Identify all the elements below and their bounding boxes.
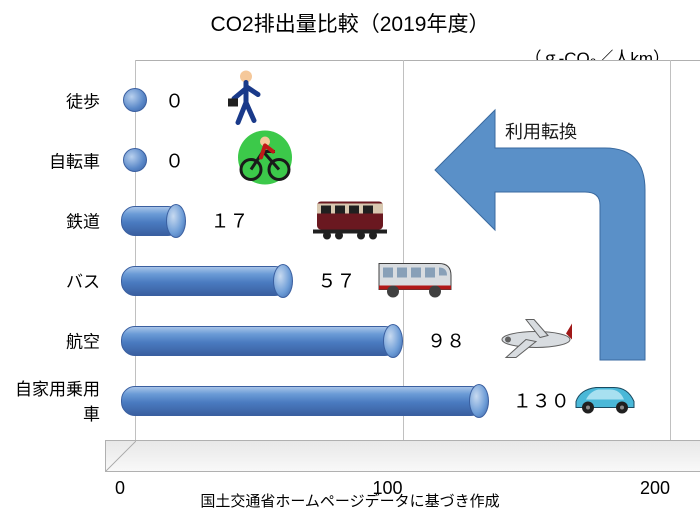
bus-icon (375, 256, 455, 305)
bar-pedestrian (123, 88, 147, 112)
value-label: ０ (165, 87, 184, 114)
bar-bicycle (123, 148, 147, 172)
value-label: １３０ (513, 387, 570, 414)
gridline (135, 60, 136, 440)
car-icon (570, 378, 640, 423)
chart-area: 0100200 ００ １７ ５７ ９８ １３０ (105, 70, 670, 470)
chart-floor (105, 440, 700, 472)
bicycle-icon (233, 130, 297, 191)
value-label: ５７ (317, 267, 355, 294)
pedestrian-icon (224, 69, 266, 132)
value-label: ９８ (427, 327, 465, 354)
value-label: １７ (210, 207, 248, 234)
category-label: 自家用乗用車 (0, 375, 100, 425)
airplane-icon (496, 314, 574, 367)
category-label: 自転車 (0, 148, 100, 173)
bar-bus (121, 266, 287, 294)
bar-airplane (121, 326, 397, 354)
gridline (670, 60, 671, 440)
value-label: ０ (165, 147, 184, 174)
gridline (403, 60, 404, 440)
train-icon (311, 194, 389, 247)
arrow-label: 利用転換 (505, 118, 577, 144)
category-label: 鉄道 (0, 208, 100, 233)
bar-car (121, 386, 483, 414)
bar-train (121, 206, 180, 234)
chart-title: CO2排出量比較（2019年度） (0, 8, 700, 38)
footnote: 国土交通省ホームページデータに基づき作成 (0, 490, 700, 511)
category-label: 徒歩 (0, 88, 100, 113)
category-label: 航空 (0, 328, 100, 353)
category-label: バス (0, 268, 100, 293)
